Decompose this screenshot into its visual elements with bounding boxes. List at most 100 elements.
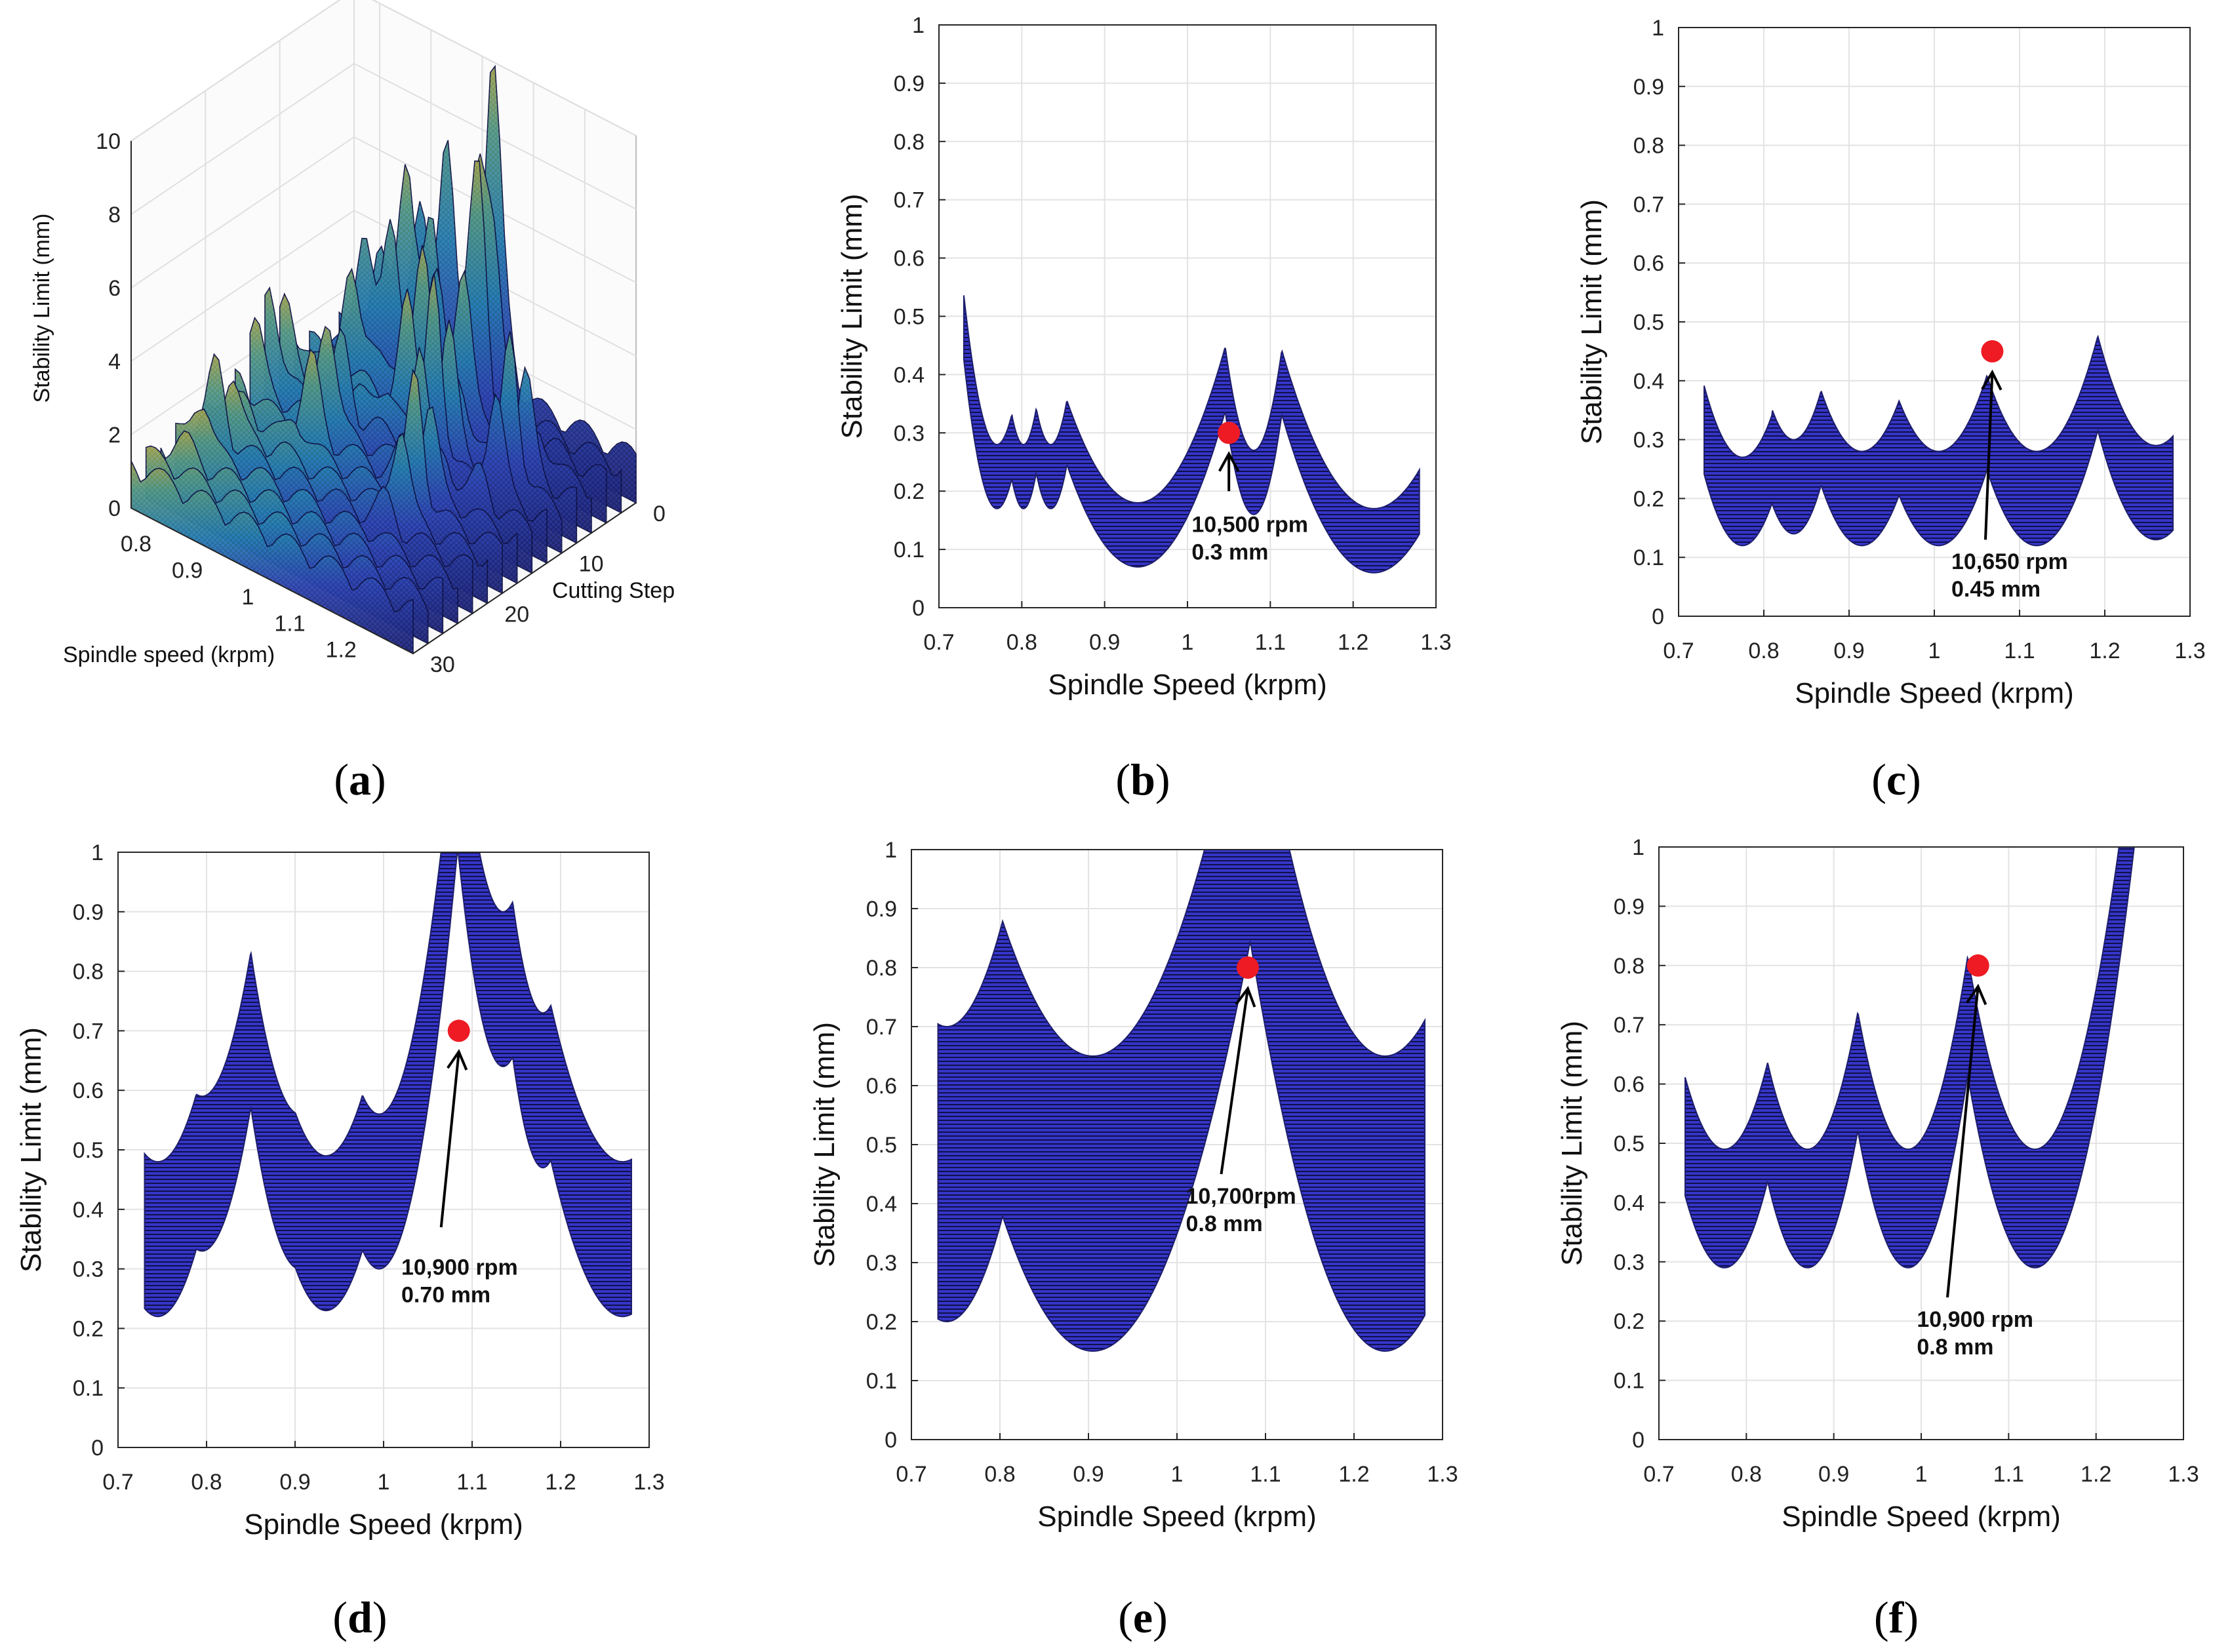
y-tick-label: 20	[504, 602, 529, 627]
y-tick-label: 10	[579, 552, 604, 577]
annotation-speed: 10,900 rpm	[401, 1255, 518, 1280]
lobe-band	[963, 295, 1420, 574]
y-tick-label: 0.6	[894, 246, 925, 271]
caption-f: (f)	[1874, 1592, 1919, 1642]
y-tick-label: 0.8	[894, 130, 925, 155]
x-axis-label: Spindle Speed (krpm)	[1782, 1501, 2061, 1533]
y-axis-label: Cutting Step	[552, 578, 675, 603]
y-tick-label: 0.2	[866, 1310, 897, 1335]
caption-e: (e)	[1118, 1592, 1168, 1642]
y-axis-label: Stability Limit (mm)	[1556, 1021, 1588, 1266]
x-tick-label: 1	[378, 1470, 390, 1495]
annotation-speed: 10,650 rpm	[1951, 549, 2068, 574]
y-tick-label: 1	[885, 838, 897, 863]
x-tick-label: 0.7	[1663, 639, 1694, 663]
chart-e-stability-lobes: 0.7 0.8 0.9 1 1.1 1.2 1.3 0 0.1 0.2 0.3 0.4 0.5 0.6 0.…	[808, 838, 1458, 1533]
x-tick-label: 0.7	[1643, 1462, 1674, 1487]
x-tick-label: 1.2	[1338, 1462, 1369, 1487]
lobe-band	[1704, 334, 2174, 547]
x-tick-label: 1.3	[2168, 1462, 2199, 1487]
y-tick-label: 0	[91, 1436, 104, 1461]
y-tick-label: 0.4	[73, 1198, 104, 1223]
x-tick-label: 1.3	[1427, 1462, 1458, 1487]
lobe-band	[144, 852, 632, 1318]
x-tick-label: 1	[1182, 630, 1194, 655]
y-tick-label: 0.2	[73, 1316, 104, 1341]
x-tick-label: 1.3	[2174, 639, 2205, 663]
y-axis-label: Stability Limit (mm)	[15, 1027, 47, 1272]
chart-f-stability-lobes: 0.7 0.8 0.9 1 1.1 1.2 1.3 0 0.1 0.2 0.3 0.4 0.5 0.6 0.…	[1556, 835, 2199, 1533]
x-tick-label: 1.1	[1993, 1462, 2024, 1487]
y-tick-label: 0	[912, 596, 925, 621]
y-tick-label: 0.1	[1633, 545, 1664, 570]
y-tick-label: 0.9	[894, 71, 925, 96]
annotation-arrowhead	[1235, 985, 1256, 1008]
annotation-arrowhead	[1218, 451, 1240, 472]
y-tick-label: 0.8	[73, 960, 104, 985]
x-tick-label: 0.7	[102, 1470, 133, 1495]
y-tick-label: 0.9	[73, 900, 104, 925]
y-tick-label: 1	[1652, 16, 1664, 41]
y-tick-label: 0.5	[894, 305, 925, 330]
x-tick-label: 1.3	[1420, 630, 1451, 655]
x-tick-label: 1.1	[1250, 1462, 1281, 1487]
y-tick-label: 0	[653, 502, 666, 526]
surface-mesh	[131, 461, 413, 654]
annotation-depth: 0.45 mm	[1951, 577, 2041, 602]
annotation-arrow	[1220, 988, 1249, 1175]
y-tick-label: 0.1	[73, 1376, 104, 1401]
annotation-arrow	[439, 1052, 460, 1228]
y-tick-label: 0.9	[1614, 894, 1644, 919]
chart-a-3d-surface: 0 2 4 6 8 10 0.8 0.9 1 1.1 1.2 0 10 20 30 Stability Lim…	[30, 0, 675, 677]
operating-point-marker	[447, 1019, 470, 1042]
operating-point-marker	[1966, 954, 1989, 977]
y-tick-label: 0.5	[866, 1133, 897, 1158]
y-tick-label: 0	[885, 1428, 897, 1453]
x-axis-label: Spindle speed (krpm)	[63, 642, 275, 667]
operating-point-marker	[1218, 422, 1241, 444]
caption-c: (c)	[1871, 755, 1921, 804]
y-tick-label: 0.4	[1614, 1190, 1644, 1215]
y-axis-line	[412, 502, 637, 654]
z-tick-label: 6	[108, 276, 121, 301]
caption-b: (b)	[1115, 755, 1170, 804]
x-tick-label: 0.8	[1731, 1462, 1762, 1487]
y-tick-label: 0.6	[1633, 251, 1664, 276]
z-tick-label: 8	[108, 203, 121, 227]
annotation-arrowhead	[447, 1049, 468, 1071]
y-tick-label: 0.3	[866, 1251, 897, 1276]
z-axis-label: Stability Limit (mm)	[30, 213, 54, 403]
y-tick-label: 0.6	[1614, 1072, 1644, 1097]
y-axis-label: Stability Limit (mm)	[836, 193, 868, 439]
y-tick-label: 0.7	[894, 188, 925, 213]
y-tick-label: 0.5	[1614, 1131, 1644, 1156]
annotation-depth: 0.70 mm	[401, 1283, 490, 1308]
x-tick-label: 0.7	[896, 1462, 927, 1487]
y-tick-label: 0.8	[866, 956, 897, 981]
z-tick-label: 10	[96, 129, 121, 154]
y-tick-label: 0.1	[894, 538, 925, 562]
x-tick-label: 1.1	[456, 1470, 487, 1495]
lobe-band	[937, 850, 1425, 1352]
y-tick-label: 0.1	[1614, 1369, 1644, 1394]
x-tick-label: 1.2	[2081, 1462, 2111, 1487]
x-tick-label: 1.1	[1255, 630, 1286, 655]
x-axis-line	[130, 507, 414, 654]
x-axis-label: Spindle Speed (krpm)	[1048, 669, 1327, 701]
y-tick-label: 0.7	[866, 1015, 897, 1040]
x-tick-label: 1	[1928, 639, 1941, 663]
caption-a: (a)	[334, 755, 386, 804]
operating-point-marker	[1237, 956, 1259, 979]
lobe-band	[1684, 847, 2135, 1268]
y-tick-label: 0.2	[1633, 486, 1664, 511]
annotation-speed: 10,500 rpm	[1191, 512, 1308, 537]
z-tick-label: 2	[108, 423, 121, 448]
y-tick-label: 0	[1652, 604, 1664, 629]
x-tick-label: 0.8	[1748, 639, 1779, 663]
annotation-arrow	[1984, 372, 1994, 540]
annotation-depth: 0.3 mm	[1191, 540, 1268, 564]
surface-mesh	[250, 317, 532, 574]
x-tick-label: 1.1	[274, 611, 305, 636]
x-tick-label: 1	[1171, 1462, 1184, 1487]
